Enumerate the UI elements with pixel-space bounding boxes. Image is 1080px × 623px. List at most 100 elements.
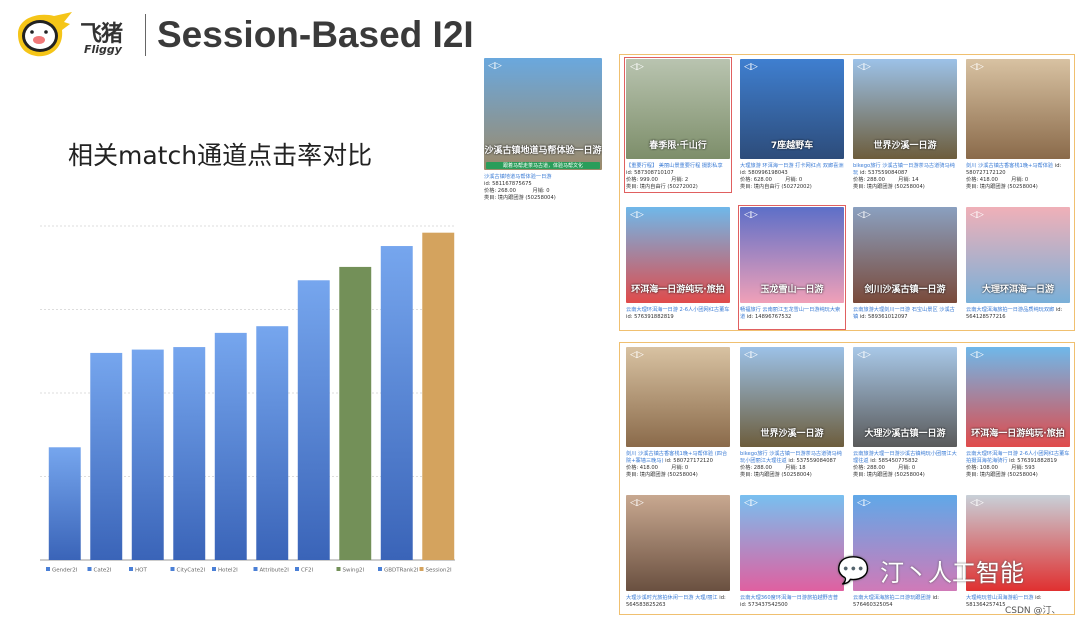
item-category: 类目: 境内跟团游 (50258004) xyxy=(966,184,1038,190)
legend-label: Gender2I xyxy=(52,568,78,574)
image-overlay-title: 世界沙溪一日游 xyxy=(873,141,937,151)
image-banner: 跟着马帮走茶马古道，体验马帮文化 xyxy=(486,162,600,169)
product-card[interactable]: ◁▷ 大理沙溪时光旅拍休闲一日游 大理/丽江 id: 564583825263 xyxy=(626,495,730,616)
merchant-logo-icon: ◁▷ xyxy=(744,62,758,72)
item-id: id: 581364257415 xyxy=(966,595,1042,608)
query-item-card[interactable]: ◁▷ 沙溪古镇地道马帮体验一日游 跟着马帮走茶马古道，体验马帮文化 沙溪古镇地道… xyxy=(484,58,604,202)
legend-label: Cate2I xyxy=(94,568,112,574)
legend-swatch xyxy=(87,567,92,571)
item-id: id: 589361012097 xyxy=(859,314,908,320)
item-category: 类目: 境内跟团游 (50258004) xyxy=(853,184,925,190)
item-category: 类目: 境内跟团游 (50258004) xyxy=(853,472,925,478)
item-price: 价格: 418.00 xyxy=(966,177,998,183)
item-sales: 月销: 0 xyxy=(671,465,689,471)
bar-Gender2I xyxy=(48,447,81,560)
chart-heading: 相关match通道点击率对比 xyxy=(68,141,373,170)
watermark-text: 汀丶人工智能 xyxy=(880,559,1024,587)
merchant-logo-icon: ◁▷ xyxy=(744,350,758,360)
image-overlay-title: 春季限·千山行 xyxy=(649,141,707,151)
image-overlay-title: 大理沙溪古镇一日游 xyxy=(864,429,946,439)
wechat-icon: 💬 xyxy=(837,556,870,586)
item-price: 价格: 628.00 xyxy=(740,177,772,183)
item-title-link[interactable]: 云南大理环洱海一日游 2-6人小团网红古董车拍摄洱海花海骑行 xyxy=(966,451,1070,464)
product-card[interactable]: ◁▷ 世界沙溪一日游 bikego旅行 沙溪古镇一日游茶马古道骑马纯玩 id: … xyxy=(853,59,957,191)
product-image: ◁▷ xyxy=(740,495,844,591)
item-category: 类目: 境内自由行 (50272002) xyxy=(740,184,812,190)
item-price: 价格: 999.00 xyxy=(626,177,658,183)
product-card[interactable]: ◁▷ 大理纯玩苍山洱海游船一日游 id: 581364257415 xyxy=(966,495,1070,616)
csdn-watermark: CSDN @汀、 xyxy=(1005,606,1061,616)
bar-Hotel2I xyxy=(214,332,247,560)
product-card[interactable]: ◁▷ 剑川 沙溪古镇古香客栈1晚+马帮体验 id: 580727172120 价… xyxy=(966,59,1070,191)
item-id: id: 537559084087 xyxy=(859,170,908,176)
item-id: id: 576460325054 xyxy=(853,595,939,608)
bar-Cate2I xyxy=(90,352,123,560)
product-card[interactable]: ◁▷ 云南大理360度环洱海一日游旅拍越野吉普 id: 573437542500 xyxy=(740,495,844,616)
item-title-link[interactable]: 【重要行程】 美丽山景重要行程 摄影私享 xyxy=(626,163,723,169)
legend-swatch xyxy=(336,567,341,571)
merchant-logo-icon: ◁▷ xyxy=(744,210,758,220)
product-card[interactable]: ◁▷ 大理沙溪古镇一日游 云南旅游大理一日游沙溪古镇纯玩小团丽江大理往返 id:… xyxy=(853,347,957,479)
legend-label: CF2I xyxy=(301,568,314,574)
item-title-link[interactable]: 畅福旅行 云南丽江玉龙雪山一日游纯玩大索道 xyxy=(740,307,841,320)
item-price: 价格: 108.00 xyxy=(966,465,998,471)
legend-swatch xyxy=(46,567,50,571)
item-sales: 月销: 0 xyxy=(1011,177,1029,183)
item-category: 类目: 境内自由行 (50272002) xyxy=(626,184,698,190)
item-title-link[interactable]: 云南旅游大理一日游沙溪古镇纯玩小团丽江大理往返 xyxy=(853,451,957,464)
image-overlay-title: 环洱海一日游纯玩·旅拍 xyxy=(631,285,725,295)
bar-Session2I xyxy=(422,232,455,560)
item-category: 类目: 境内跟团游 (50258004) xyxy=(966,472,1038,478)
item-title-link[interactable]: 云南大理洱海旅拍一日游品质纯玩双廊 xyxy=(966,307,1055,313)
product-image: ◁▷ 玉龙雪山一日游 xyxy=(740,207,844,303)
item-id: id: 537559084087 xyxy=(788,458,837,464)
product-card[interactable]: ◁▷ 世界沙溪一日游 bikego旅行 沙溪古镇一日游茶马古道骑马纯玩小团丽江大… xyxy=(740,347,844,479)
item-title-link[interactable]: 云南大理洱海旅拍二日游玩跟团游 xyxy=(853,595,931,601)
product-card[interactable]: ◁▷ 环洱海一日游纯玩·旅拍 云南大理环洱海一日游 2-6人小团网红古董车 id… xyxy=(626,207,730,328)
item-sales: 月销: 14 xyxy=(898,177,919,183)
item-price: 价格: 288.00 xyxy=(853,465,885,471)
recommendation-panel-2: ◁▷ 剑川 沙溪古镇古香客栈1晚+马帮体验 (四合院+寨墙三晚马) id: 58… xyxy=(619,342,1075,615)
product-image: ◁▷ xyxy=(966,495,1070,591)
product-card[interactable]: ◁▷ 环洱海一日游纯玩·旅拍 云南大理环洱海一日游 2-6人小团网红古董车拍摄洱… xyxy=(966,347,1070,479)
item-title-link[interactable]: 沙溪古镇地道马帮体验一日游 xyxy=(484,174,552,180)
legend-swatch xyxy=(295,567,299,571)
image-overlay-title: 环洱海一日游纯玩·旅拍 xyxy=(971,429,1065,439)
product-image: ◁▷ 世界沙溪一日游 xyxy=(740,347,844,447)
item-title-link[interactable]: 云南大理360度环洱海一日游旅拍越野吉普 xyxy=(740,595,839,601)
product-card[interactable]: ◁▷ 玉龙雪山一日游 畅福旅行 云南丽江玉龙雪山一日游纯玩大索道 id: 148… xyxy=(738,205,846,330)
item-title-link[interactable]: 大理沙溪时光旅拍休闲一日游 大理/丽江 xyxy=(626,595,718,601)
product-card[interactable]: ◁▷ 大理环洱海一日游 云南大理洱海旅拍一日游品质纯玩双廊 id: 564128… xyxy=(966,207,1070,328)
item-title-link[interactable]: 剑川 沙溪古镇古香客栈1晚+马帮体验 (四合院+寨墙三晚马) xyxy=(626,451,728,464)
item-title-link[interactable]: 大理旅游 环洱海一日游 打卡网红点 双廊喜洲 xyxy=(740,163,844,169)
legend-swatch xyxy=(378,567,382,571)
item-title-link[interactable]: 云南旅游大理剑川一日游 石宝山景区 沙溪古镇 xyxy=(853,307,955,320)
product-card[interactable]: ◁▷ 剑川沙溪古镇一日游 云南旅游大理剑川一日游 石宝山景区 沙溪古镇 id: … xyxy=(853,207,957,328)
item-id: id: 564583825263 xyxy=(626,595,726,608)
image-overlay-title: 剑川沙溪古镇一日游 xyxy=(864,285,946,295)
merchant-logo-icon: ◁▷ xyxy=(630,210,644,220)
page-title: Session-Based I2I xyxy=(157,14,474,55)
product-card[interactable]: ◁▷ 云南大理洱海旅拍二日游玩跟团游 id: 576460325054 xyxy=(853,495,957,616)
item-title-link[interactable]: 剑川 沙溪古镇古香客栈1晚+马帮体验 xyxy=(966,163,1054,169)
item-title-link[interactable]: bikego旅行 沙溪古镇一日游茶马古道骑马纯玩小团丽江大理往返 xyxy=(740,451,842,464)
product-image: ◁▷ 春季限·千山行 xyxy=(626,59,730,159)
product-image: ◁▷ 大理环洱海一日游 xyxy=(966,207,1070,303)
merchant-logo-icon: ◁▷ xyxy=(857,62,871,72)
product-card[interactable]: ◁▷ 春季限·千山行 【重要行程】 美丽山景重要行程 摄影私享 id: 5873… xyxy=(624,57,732,193)
item-id: id: 576391882819 xyxy=(626,314,674,320)
item-title-link[interactable]: 大理纯玩苍山洱海游船一日游 xyxy=(966,595,1034,601)
item-id: id: 581167875675 xyxy=(484,181,532,187)
legend-swatch xyxy=(129,567,133,571)
merchant-logo-icon: ◁▷ xyxy=(857,210,871,220)
merchant-logo-icon: ◁▷ xyxy=(630,350,644,360)
merchant-logo-icon: ◁▷ xyxy=(488,61,502,71)
item-id: id: 564128577216 xyxy=(966,307,1063,320)
product-card[interactable]: ◁▷ 剑川 沙溪古镇古香客栈1晚+马帮体验 (四合院+寨墙三晚马) id: 58… xyxy=(626,347,730,479)
product-card[interactable]: ◁▷ 7座越野车 大理旅游 环洱海一日游 打卡网红点 双廊喜洲 id: 5809… xyxy=(740,59,844,191)
merchant-logo-icon: ◁▷ xyxy=(970,62,984,72)
legend-label: Attribute2I xyxy=(260,568,290,574)
bar-CF2I xyxy=(297,280,330,560)
item-title-link[interactable]: bikego旅行 沙溪古镇一日游茶马古道骑马纯玩 xyxy=(853,163,955,176)
item-title-link[interactable]: 云南大理环洱海一日游 2-6人小团网红古董车 xyxy=(626,307,730,313)
